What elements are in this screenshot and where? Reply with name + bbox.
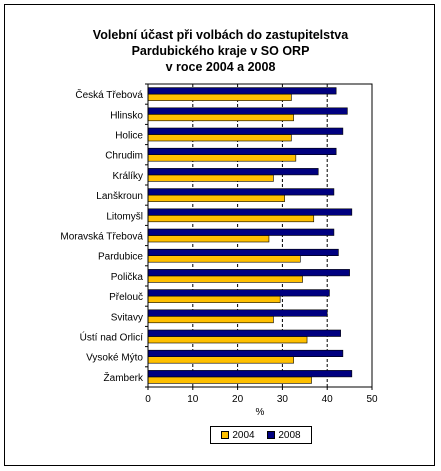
legend-label-2008: 2008: [278, 429, 301, 441]
bar-2008-1: [147, 107, 348, 115]
legend-label-2004: 2004: [232, 429, 255, 441]
category-label-13: Vysoké Mýto: [86, 353, 143, 364]
x-axis-label: %: [256, 407, 265, 418]
plot-area: [147, 83, 373, 388]
bar-2008-7: [147, 228, 335, 236]
x-tick-label-40: 40: [322, 394, 334, 405]
category-label-3: Chrudim: [105, 151, 143, 162]
legend-swatch-2008: [267, 431, 276, 439]
legend-item-2004: 2004: [221, 429, 255, 441]
title-line-1: Volební účast při volbách do zastupitels…: [92, 28, 349, 42]
category-label-6: Litomyšl: [106, 211, 143, 222]
legend-item-2008: 2008: [267, 429, 301, 441]
x-tick-label-30: 30: [277, 394, 289, 405]
bar-2004-1: [147, 114, 294, 122]
legend-swatch-2004: [221, 431, 230, 439]
bar-2004-0: [147, 93, 292, 101]
bar-2008-2: [147, 127, 344, 135]
bar-2008-4: [147, 168, 319, 176]
bar-2008-10: [147, 289, 330, 297]
bar-2004-8: [147, 255, 301, 263]
bar-2004-10: [147, 295, 281, 303]
category-label-12: Ústí nad Orlicí: [80, 331, 144, 344]
bar-2004-13: [147, 356, 294, 364]
category-label-10: Přelouč: [109, 292, 143, 303]
x-tick-label-10: 10: [187, 394, 199, 405]
bar-2008-0: [147, 87, 337, 95]
category-label-2: Holice: [115, 131, 143, 142]
category-label-8: Pardubice: [98, 252, 143, 263]
bar-2004-12: [147, 336, 308, 344]
category-label-4: Králíky: [112, 171, 143, 182]
bar-2008-8: [147, 248, 339, 256]
bar-2008-14: [147, 370, 353, 378]
category-label-7: Moravská Třebová: [60, 232, 143, 243]
bar-2008-11: [147, 309, 328, 317]
bar-2004-7: [147, 235, 270, 243]
category-label-0: Česká Třebová: [75, 88, 143, 101]
title-line-2: Pardubického kraje v SO ORP: [131, 44, 310, 58]
x-tick-label-0: 0: [145, 394, 151, 405]
bar-2004-2: [147, 134, 292, 142]
category-label-14: Žamberk: [104, 371, 144, 384]
category-label-5: Lanškroun: [96, 191, 143, 202]
x-tick-label-20: 20: [232, 394, 244, 405]
bar-2004-4: [147, 174, 274, 182]
title-line-3: v roce 2004 a 2008: [165, 60, 276, 74]
chart-title: Volební účast při volbách do zastupitels…: [0, 27, 441, 75]
bar-2008-12: [147, 329, 341, 337]
bar-2004-11: [147, 315, 274, 324]
category-label-11: Svitavy: [111, 312, 143, 323]
legend: 2004 2008: [210, 426, 312, 444]
bar-2008-3: [147, 147, 337, 155]
x-tick-label-50: 50: [366, 394, 378, 405]
category-label-9: Polička: [111, 272, 144, 283]
bar-2004-6: [147, 215, 315, 223]
bar-2004-14: [147, 376, 312, 384]
bar-2004-5: [147, 194, 285, 202]
bar-2004-9: [147, 275, 303, 283]
bar-2008-5: [147, 188, 335, 196]
bar-2008-13: [147, 349, 344, 358]
category-label-1: Hlinsko: [110, 110, 143, 121]
bar-2008-9: [147, 269, 350, 277]
bar-2008-6: [147, 208, 353, 216]
bar-2004-3: [147, 154, 297, 162]
